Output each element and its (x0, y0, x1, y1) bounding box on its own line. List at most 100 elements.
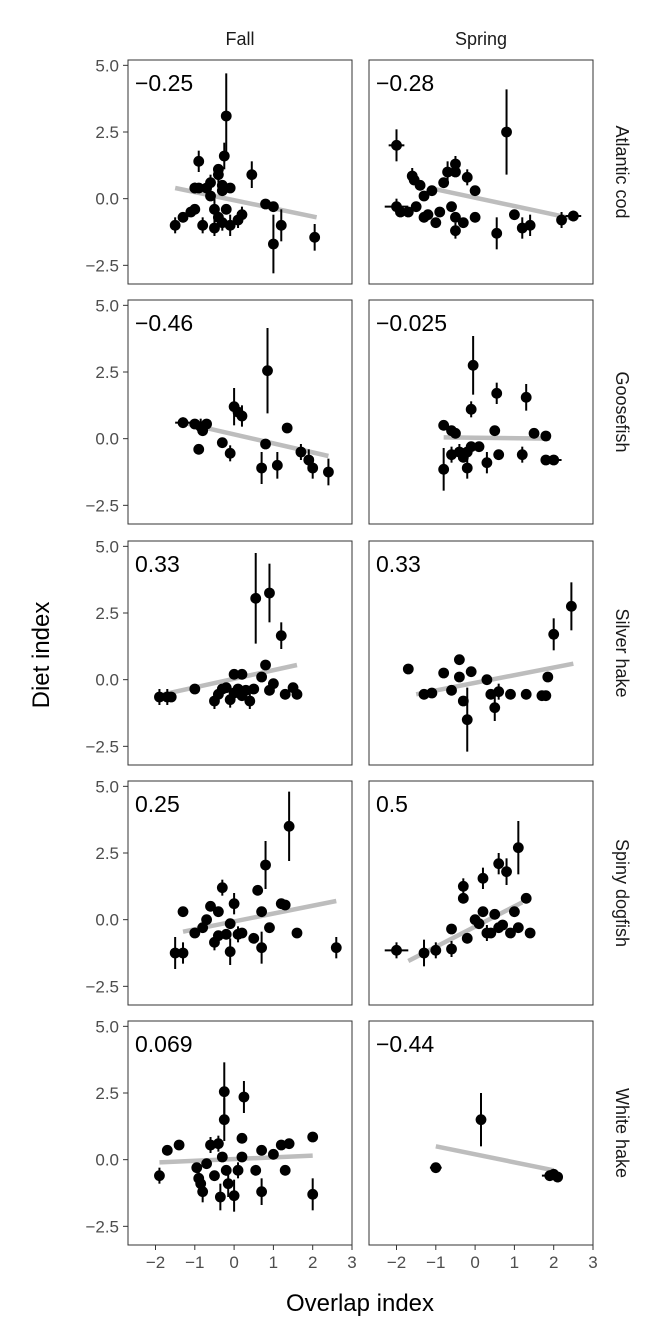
data-point (520, 688, 532, 700)
x-tick-label: 2 (549, 1253, 558, 1272)
y-tick-label: 0.0 (95, 671, 119, 690)
data-point (212, 906, 224, 918)
data-point (220, 682, 232, 694)
data-point (540, 454, 552, 466)
x-tick-label: −2 (387, 1253, 406, 1272)
y-tick-label: 2.5 (95, 604, 119, 623)
panel-frame (368, 540, 594, 766)
data-point (491, 227, 503, 239)
strip-label-white-hake: White hake (612, 1088, 632, 1178)
data-point (236, 927, 248, 939)
data-point (173, 1139, 185, 1151)
data-point (438, 419, 450, 431)
data-point (205, 177, 216, 189)
data-point (228, 668, 240, 680)
data-point (268, 201, 279, 213)
data-point (450, 225, 461, 237)
data-point (224, 447, 236, 459)
data-point (497, 919, 509, 931)
y-tick-label: −2.5 (85, 737, 119, 756)
data-point (457, 217, 469, 229)
data-point (224, 182, 236, 194)
data-point (268, 678, 279, 690)
data-point (556, 214, 567, 226)
data-point (295, 446, 307, 458)
data-point (205, 900, 216, 912)
x-tick-label: 3 (588, 1253, 597, 1272)
data-point (457, 880, 469, 892)
data-point (461, 171, 473, 183)
data-point (391, 139, 402, 151)
panel-grid: Fall Spring Atlantic cod Goosefish Silver ha… (85, 29, 632, 1272)
data-point (256, 671, 268, 683)
trend-line (162, 662, 298, 697)
data-point (193, 443, 205, 455)
data-point (209, 203, 220, 215)
data-point (209, 1170, 220, 1182)
data-point (450, 158, 461, 170)
panel-goosefish-spring: −0.025 (368, 299, 594, 525)
data-point (236, 668, 248, 680)
data-point (430, 1162, 442, 1174)
panel-spiny-dogfish-spring: 0.5 (368, 780, 594, 1006)
data-point (224, 946, 236, 958)
data-point (216, 882, 228, 894)
data-point (275, 630, 287, 642)
panel-frame (127, 540, 353, 766)
correlation-label: 0.25 (135, 791, 180, 817)
data-point (214, 1191, 226, 1203)
data-point (461, 932, 473, 944)
correlation-label: 0.069 (135, 1031, 193, 1057)
data-point (209, 222, 220, 234)
data-point (228, 1190, 240, 1202)
data-point (434, 206, 446, 218)
data-point (250, 592, 262, 604)
data-point (505, 688, 516, 700)
data-point (161, 1144, 173, 1156)
panel-atlantic-cod-spring: −0.28 (368, 59, 594, 285)
data-point (402, 663, 414, 675)
y-axis-title: Diet index (28, 602, 55, 709)
data-point (465, 403, 477, 415)
data-point (524, 219, 536, 231)
data-point (477, 872, 489, 884)
data-point (205, 190, 216, 202)
strip-label-spiny-dogfish: Spiny dogfish (612, 839, 632, 947)
data-point (430, 944, 442, 956)
data-point (281, 422, 293, 434)
y-tick-label: 0.0 (95, 430, 119, 449)
y-tick-label: 0.0 (95, 911, 119, 930)
data-point (260, 659, 271, 671)
panel-white-hake-spring: −2 −1 0 1 2 3 −0.44 (368, 1020, 598, 1272)
data-point (540, 690, 552, 702)
data-point (256, 462, 268, 474)
data-point (473, 918, 485, 930)
data-point (216, 437, 228, 449)
data-point (307, 1188, 319, 1200)
data-point (279, 1164, 291, 1176)
data-point (516, 449, 528, 461)
data-point (309, 231, 321, 243)
data-point (307, 462, 319, 474)
data-point (307, 1131, 319, 1143)
data-point (446, 943, 457, 955)
panel-goosefish-fall: 5.0 2.5 0.0 −2.5 −0.46 (85, 296, 353, 525)
data-point (283, 820, 295, 832)
data-point (450, 166, 461, 178)
data-point (469, 185, 481, 197)
panel-frame (368, 59, 594, 285)
correlation-label: −0.28 (376, 70, 434, 96)
data-point (548, 628, 560, 640)
panel-silver-hake-spring: 0.33 (368, 540, 594, 766)
data-point (418, 190, 430, 202)
data-point (426, 185, 438, 197)
x-tick-label: 1 (510, 1253, 519, 1272)
data-point (512, 842, 524, 854)
data-point (250, 1164, 262, 1176)
data-point (438, 463, 450, 475)
data-point (201, 1158, 212, 1170)
data-point (414, 179, 426, 191)
data-point (422, 209, 434, 221)
data-point (264, 587, 275, 599)
data-point (248, 683, 260, 695)
